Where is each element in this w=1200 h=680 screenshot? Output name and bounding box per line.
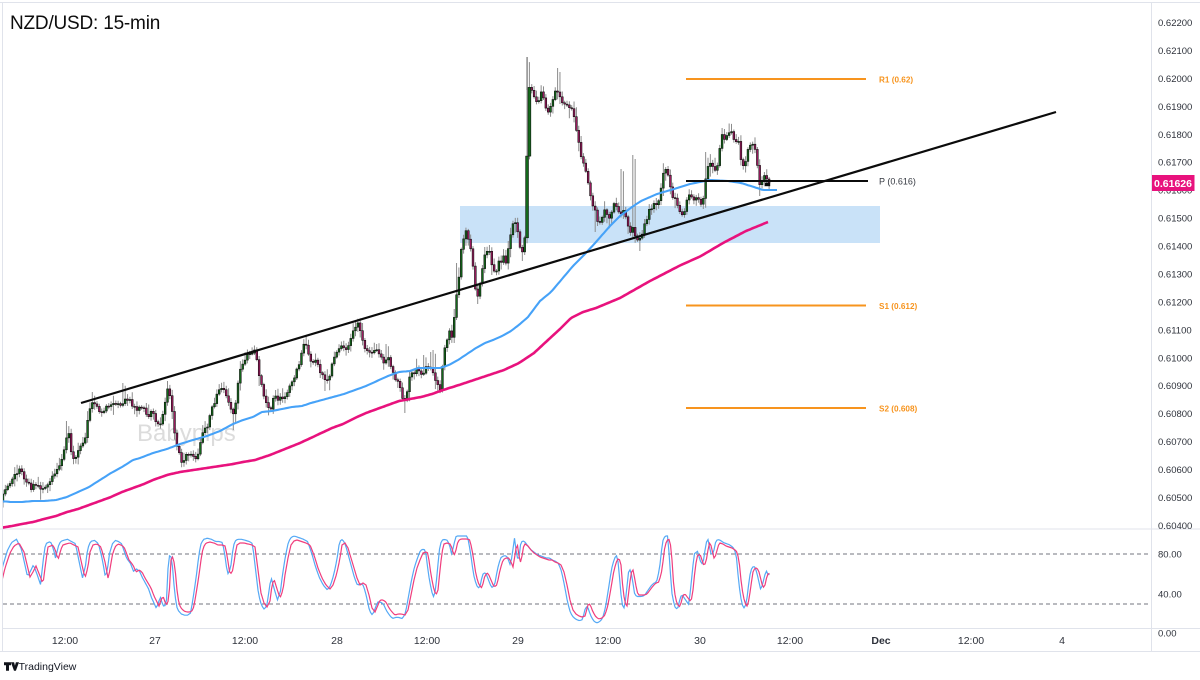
svg-text:30: 30 <box>694 635 706 647</box>
svg-text:0.61700: 0.61700 <box>1158 158 1192 169</box>
svg-text:S2 (0.608): S2 (0.608) <box>879 405 918 414</box>
svg-text:0.61600: 0.61600 <box>1158 186 1192 197</box>
svg-text:0.60600: 0.60600 <box>1158 465 1192 476</box>
svg-text:4: 4 <box>1059 635 1065 647</box>
svg-text:0.61200: 0.61200 <box>1158 297 1192 308</box>
svg-text:12:00: 12:00 <box>958 635 984 647</box>
svg-text:0.61100: 0.61100 <box>1158 325 1192 336</box>
svg-text:0.62100: 0.62100 <box>1158 46 1192 57</box>
svg-text:40.00: 40.00 <box>1158 590 1182 601</box>
svg-text:27: 27 <box>149 635 161 647</box>
svg-text:0.61000: 0.61000 <box>1158 353 1192 364</box>
svg-text:0.62200: 0.62200 <box>1158 18 1192 29</box>
svg-text:0.00: 0.00 <box>1158 629 1177 640</box>
svg-text:0.60400: 0.60400 <box>1158 521 1192 532</box>
svg-text:S1 (0.612): S1 (0.612) <box>879 302 918 311</box>
svg-text:0.61900: 0.61900 <box>1158 102 1192 113</box>
svg-text:29: 29 <box>512 635 524 647</box>
svg-text:0.60800: 0.60800 <box>1158 409 1192 420</box>
svg-text:0.62000: 0.62000 <box>1158 74 1192 85</box>
svg-text:80.00: 80.00 <box>1158 550 1182 561</box>
svg-text:12:00: 12:00 <box>414 635 440 647</box>
svg-text:0.61300: 0.61300 <box>1158 270 1192 281</box>
svg-text:12:00: 12:00 <box>777 635 803 647</box>
svg-text:28: 28 <box>331 635 343 647</box>
svg-text:12:00: 12:00 <box>232 635 258 647</box>
svg-text:0.61800: 0.61800 <box>1158 130 1192 141</box>
svg-text:0.60700: 0.60700 <box>1158 437 1192 448</box>
svg-text:P (0.616): P (0.616) <box>879 177 916 187</box>
svg-text:0.60900: 0.60900 <box>1158 381 1192 392</box>
svg-text:0.60500: 0.60500 <box>1158 493 1192 504</box>
svg-text:NZD/USD: 15-min: NZD/USD: 15-min <box>10 13 160 34</box>
svg-text:R1 (0.62): R1 (0.62) <box>879 76 913 85</box>
svg-text:Dec: Dec <box>871 635 890 647</box>
svg-text:0.61400: 0.61400 <box>1158 242 1192 253</box>
svg-text:0.61626: 0.61626 <box>1154 178 1192 190</box>
svg-text:12:00: 12:00 <box>52 635 78 647</box>
svg-text:12:00: 12:00 <box>595 635 621 647</box>
svg-text:TradingView: TradingView <box>19 661 77 673</box>
svg-text:0.61500: 0.61500 <box>1158 214 1192 225</box>
